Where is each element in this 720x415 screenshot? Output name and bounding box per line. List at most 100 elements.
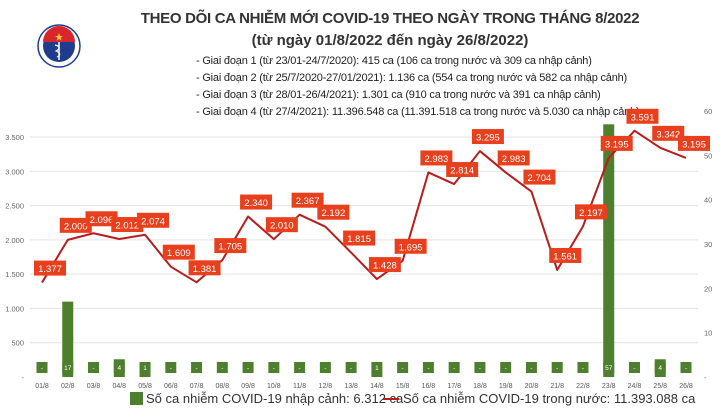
left-axis-tick: 500 xyxy=(11,339,24,348)
x-axis-tick: 03/8 xyxy=(87,383,101,390)
bar-data-label-box xyxy=(88,362,100,373)
bar-data-label-box xyxy=(680,362,692,373)
line-data-label-box xyxy=(162,244,195,260)
legend-label-domestic: Số ca nhiễm COVID-19 trong nước: 11.393.… xyxy=(403,391,696,406)
legend-swatch-bar xyxy=(130,392,143,405)
bar-data-label: - xyxy=(350,365,352,372)
x-axis-tick: 05/8 xyxy=(138,383,152,390)
left-axis-tick: 1.500 xyxy=(5,270,24,279)
line-data-label-box xyxy=(111,217,144,233)
bar-data-label: - xyxy=(195,365,197,372)
line-data-label-box xyxy=(626,108,659,124)
bar-data-label-box xyxy=(139,362,151,373)
bar-data-label-box xyxy=(525,362,537,373)
line-data-label: 2.983 xyxy=(425,154,449,165)
x-axis-tick: 09/8 xyxy=(241,383,255,390)
bar-data-label: 57 xyxy=(605,365,613,372)
line-data-label: 2.012 xyxy=(115,221,139,232)
right-axis-tick: 10 xyxy=(704,329,712,338)
bar-data-label: - xyxy=(427,365,429,372)
line-data-label-box xyxy=(471,129,504,145)
right-axis-tick: - xyxy=(704,373,707,382)
line-data-label: 2.192 xyxy=(321,208,345,219)
line-data-label-box xyxy=(497,150,530,166)
line-data-label: 2.983 xyxy=(502,154,526,165)
line-data-label: 2.096 xyxy=(90,215,114,226)
line-data-label: 3.591 xyxy=(631,112,655,123)
x-axis-tick: 21/8 xyxy=(550,383,564,390)
bar-data-label: - xyxy=(92,365,94,372)
bar-data-label: - xyxy=(41,365,43,372)
x-axis-tick: 16/8 xyxy=(422,383,436,390)
note-phase-4: - Giai đoạn 4 (từ 27/4/2021): 11.396.548… xyxy=(196,106,640,118)
line-data-label: 2.197 xyxy=(579,208,603,219)
line-data-label: 2.340 xyxy=(244,198,268,209)
line-data-label: 2.074 xyxy=(141,216,165,227)
bar-imported xyxy=(139,372,151,377)
bar-data-label-box xyxy=(242,362,254,373)
bar-imported xyxy=(62,301,74,377)
line-data-label-box xyxy=(291,192,324,208)
line-data-label-box xyxy=(265,217,298,233)
bar-data-label: - xyxy=(453,365,455,372)
note-phase-2: - Giai đoạn 2 (từ 25/7/2020-27/01/2021):… xyxy=(196,72,627,84)
x-axis-tick: 06/8 xyxy=(164,383,178,390)
combo-chart: - 500 1.000 1.500 2.000 2.500 3.000 3.500 - 10 20 3… xyxy=(5,107,712,390)
note-phase-3: - Giai đoạn 3 (từ 28/01-26/4/2021): 1.30… xyxy=(196,89,601,101)
bar-data-label-box xyxy=(113,362,125,373)
bar-data-label: - xyxy=(479,365,481,372)
bar-data-label-box xyxy=(165,362,177,373)
line-data-label-box xyxy=(574,204,607,220)
right-axis-tick: 30 xyxy=(704,240,712,249)
line-data-label-box xyxy=(214,238,247,254)
bar-data-label-box xyxy=(654,362,666,373)
line-data-label-box xyxy=(343,230,376,246)
x-axis-tick: 13/8 xyxy=(344,383,358,390)
right-axis-tick: 20 xyxy=(704,284,712,293)
line-data-label-box xyxy=(368,257,401,273)
line-data-label-box xyxy=(240,194,273,210)
line-data-label-box xyxy=(600,135,633,151)
x-axis-tick: 18/8 xyxy=(473,383,487,390)
bar-data-label-box xyxy=(628,362,640,373)
x-axis-tick: 15/8 xyxy=(396,383,410,390)
bar-data-label: - xyxy=(247,365,249,372)
x-axis-tick: 24/8 xyxy=(628,383,642,390)
x-axis-tick: 26/8 xyxy=(679,383,693,390)
line-data-label-box xyxy=(549,247,582,263)
x-axis-tick: 25/8 xyxy=(653,383,667,390)
bar-data-label-box xyxy=(345,362,357,373)
bar-data-label: - xyxy=(530,365,532,372)
bar-data-label-box xyxy=(371,362,383,373)
bar-data-label-box xyxy=(191,362,203,373)
bar-data-label: - xyxy=(324,365,326,372)
left-axis-tick: 2.000 xyxy=(5,236,24,245)
x-axis-tick: 11/8 xyxy=(293,383,306,390)
line-data-label: 1.428 xyxy=(373,261,397,272)
bar-data-label-box xyxy=(474,362,486,373)
bar-data-label: - xyxy=(505,365,507,372)
bar-imported xyxy=(371,372,383,377)
bar-imported xyxy=(603,124,615,377)
line-data-label: 1.705 xyxy=(218,242,242,253)
bar-data-label: - xyxy=(556,365,558,372)
legend-label-imported: Số ca nhiễm COVID-19 nhập cảnh: 6.312 ca xyxy=(146,391,404,406)
legend-swatch-line xyxy=(383,397,399,400)
x-axis-tick: 10/8 xyxy=(267,383,281,390)
chart-title: THEO DÕI CA NHIỄM MỚI COVID-19 THEO NGÀY… xyxy=(140,10,640,27)
x-axis-tick: 04/8 xyxy=(112,383,126,390)
line-data-label: 1.381 xyxy=(193,264,217,275)
legend-item-domestic: Số ca nhiễm COVID-19 trong nước: 11.393.… xyxy=(383,391,695,406)
x-axis-tick: 12/8 xyxy=(319,383,333,390)
line-data-label: 1.377 xyxy=(38,264,62,275)
line-data-label-box xyxy=(678,135,710,151)
left-axis-tick: 2.500 xyxy=(5,202,24,211)
bar-data-label-box xyxy=(319,362,331,373)
bar-data-label-box xyxy=(603,362,615,373)
bar-data-label: - xyxy=(299,365,301,372)
x-axis-tick: 08/8 xyxy=(216,383,230,390)
ministry-of-health-logo xyxy=(37,24,81,68)
x-axis-tick: 01/8 xyxy=(35,383,49,390)
note-phase-1: - Giai đoạn 1 (từ 23/01-24/7/2020): 415 … xyxy=(196,55,592,67)
x-axis-tick: 19/8 xyxy=(499,383,513,390)
